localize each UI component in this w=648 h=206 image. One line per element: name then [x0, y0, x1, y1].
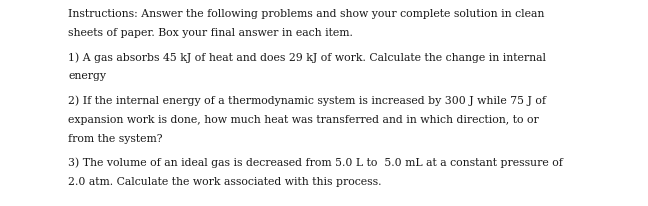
Text: expansion work is done, how much heat was transferred and in which direction, to: expansion work is done, how much heat wa…: [68, 115, 538, 125]
Text: 1) A gas absorbs 45 kJ of heat and does 29 kJ of work. Calculate the change in i: 1) A gas absorbs 45 kJ of heat and does …: [68, 53, 546, 63]
Text: 2.0 atm. Calculate the work associated with this process.: 2.0 atm. Calculate the work associated w…: [68, 177, 382, 187]
Text: Instructions: Answer the following problems and show your complete solution in c: Instructions: Answer the following probl…: [68, 9, 544, 19]
Text: energy: energy: [68, 71, 106, 82]
Text: from the system?: from the system?: [68, 134, 163, 144]
Text: sheets of paper. Box your final answer in each item.: sheets of paper. Box your final answer i…: [68, 28, 353, 38]
Text: 2) If the internal energy of a thermodynamic system is increased by 300 J while : 2) If the internal energy of a thermodyn…: [68, 96, 546, 106]
Text: 3) The volume of an ideal gas is decreased from 5.0 L to  5.0 mL at a constant p: 3) The volume of an ideal gas is decreas…: [68, 158, 563, 168]
